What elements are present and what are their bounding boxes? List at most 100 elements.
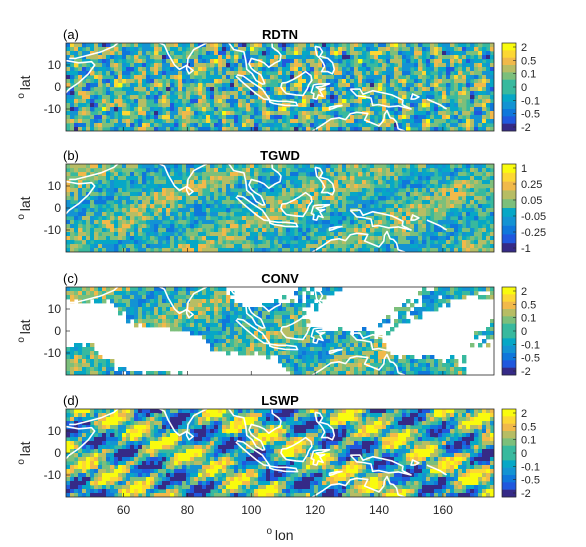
heatmap-cell <box>198 71 203 76</box>
heatmap-cell <box>234 331 239 336</box>
heatmap-cell <box>210 232 215 237</box>
heatmap-cell <box>166 115 171 120</box>
heatmap-cell <box>166 208 171 213</box>
heatmap-cell <box>122 51 127 56</box>
heatmap-cell <box>482 103 487 108</box>
heatmap-cell <box>106 67 111 72</box>
heatmap-cell <box>458 111 463 116</box>
heatmap-cell <box>390 200 395 205</box>
heatmap-cell <box>246 51 251 56</box>
heatmap-cell <box>138 176 143 181</box>
heatmap-cell <box>166 184 171 189</box>
heatmap-cell <box>130 87 135 92</box>
heatmap-cell <box>374 91 379 96</box>
heatmap-cell <box>358 240 363 245</box>
heatmap-cell <box>114 204 119 209</box>
heatmap-cell <box>206 115 211 120</box>
heatmap-cell <box>198 180 203 185</box>
heatmap-cell <box>246 164 251 169</box>
heatmap-cell <box>318 367 323 372</box>
heatmap-cell <box>66 79 71 84</box>
heatmap-cell <box>430 168 435 173</box>
heatmap-cell <box>98 291 103 296</box>
heatmap-cell <box>150 287 155 292</box>
heatmap-cell <box>114 63 119 68</box>
heatmap-cell <box>410 123 415 128</box>
heatmap-cell <box>126 220 131 225</box>
heatmap-cell <box>382 99 387 104</box>
heatmap-cell <box>178 91 183 96</box>
heatmap-cell <box>134 47 139 52</box>
heatmap-cell <box>438 220 443 225</box>
heatmap-cell <box>138 287 143 292</box>
heatmap-cell <box>298 323 303 328</box>
heatmap-cell <box>98 176 103 181</box>
heatmap-cell <box>270 59 275 64</box>
heatmap-cell <box>226 319 231 324</box>
heatmap-cell <box>470 208 475 213</box>
heatmap-cell <box>114 83 119 88</box>
heatmap-cell <box>202 51 207 56</box>
heatmap-cell <box>246 91 251 96</box>
heatmap-cell <box>106 99 111 104</box>
heatmap-cell <box>334 127 339 131</box>
heatmap-cell <box>306 216 311 221</box>
heatmap-cell <box>162 307 167 312</box>
heatmap-cell <box>138 111 143 116</box>
heatmap-cell <box>466 212 471 217</box>
heatmap-cell <box>306 168 311 173</box>
heatmap-cell <box>74 192 79 197</box>
heatmap-cell <box>274 200 279 205</box>
heatmap-cell <box>86 79 91 84</box>
heatmap-cell <box>350 335 355 340</box>
heatmap-cell <box>70 119 75 124</box>
heatmap-cell <box>458 75 463 80</box>
heatmap-cell <box>342 47 347 52</box>
heatmap-cell <box>254 119 259 124</box>
heatmap-cell <box>402 240 407 245</box>
heatmap-cell <box>206 208 211 213</box>
heatmap-cell <box>398 212 403 217</box>
heatmap-cell <box>378 323 383 328</box>
heatmap-cell <box>346 55 351 60</box>
heatmap-cell <box>362 188 367 193</box>
heatmap-cell <box>218 176 223 181</box>
heatmap-cell <box>278 355 283 360</box>
heatmap-cell <box>122 180 127 185</box>
heatmap-cell <box>222 83 227 88</box>
heatmap-cell <box>394 236 399 241</box>
heatmap-cell <box>94 55 99 60</box>
heatmap-cell <box>82 363 87 368</box>
heatmap-cell <box>234 87 239 92</box>
heatmap-cell <box>470 172 475 177</box>
heatmap-cell <box>490 244 494 249</box>
heatmap-cell <box>166 63 171 68</box>
heatmap-cell <box>158 127 163 131</box>
heatmap-cell <box>162 299 167 304</box>
heatmap-cell <box>94 87 99 92</box>
heatmap-cell <box>274 319 279 324</box>
heatmap-cell <box>258 240 263 245</box>
heatmap-cell <box>342 335 347 340</box>
heatmap-cell <box>190 200 195 205</box>
heatmap-cell <box>174 75 179 80</box>
heatmap-cell <box>402 176 407 181</box>
heatmap-cell <box>194 188 199 193</box>
heatmap-cell <box>330 103 335 108</box>
heatmap-cell <box>338 192 343 197</box>
heatmap-cell <box>122 224 127 229</box>
heatmap-cell <box>306 248 311 252</box>
heatmap-cell <box>362 164 367 169</box>
heatmap-cell <box>486 63 491 68</box>
heatmap-cell <box>262 164 267 169</box>
heatmap-cell <box>398 123 403 128</box>
heatmap-cell <box>98 287 103 292</box>
heatmap-cell <box>314 244 319 249</box>
heatmap-cell <box>214 212 219 217</box>
heatmap-cell <box>130 232 135 237</box>
coastline <box>280 70 313 97</box>
heatmap-cell <box>450 164 455 169</box>
heatmap-cell <box>158 200 163 205</box>
heatmap-cell <box>162 228 167 233</box>
heatmap-cell <box>314 67 319 72</box>
